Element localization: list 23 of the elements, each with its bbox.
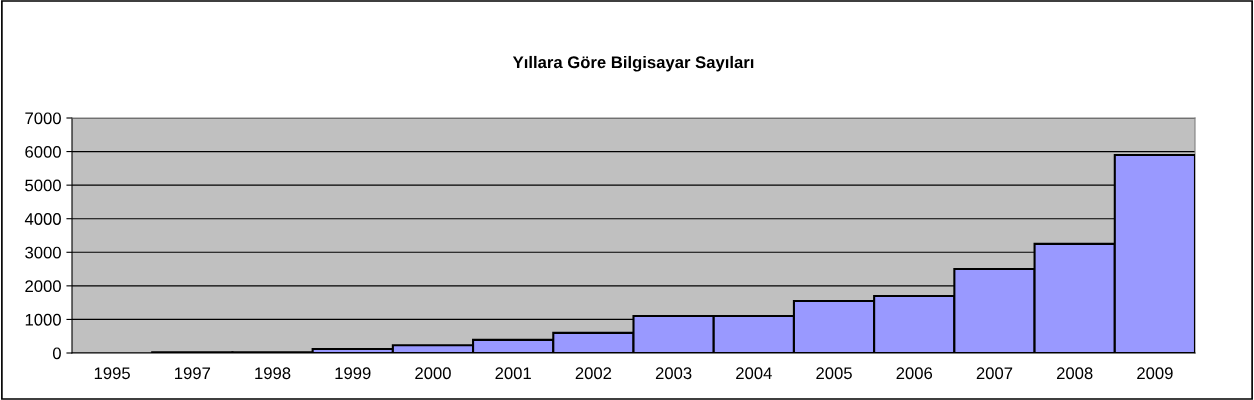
y-tick-label: 6000 <box>25 145 61 158</box>
x-tick-label: 2006 <box>896 367 933 380</box>
x-tick-label: 2001 <box>495 367 531 380</box>
x-tick-label: 1997 <box>175 367 211 380</box>
y-tick-label: 4000 <box>24 213 61 225</box>
x-tick-label: 2008 <box>1056 367 1093 380</box>
x-tick-label: 2003 <box>655 367 692 380</box>
x-tick-label: 2000 <box>415 367 451 380</box>
x-tick-label: 1995 <box>94 367 130 380</box>
chart-title: Yıllara Göre Bilgisayar Sayıları <box>512 55 754 72</box>
y-tick-label: 1000 <box>25 313 61 326</box>
y-tick-label: 0 <box>52 347 61 360</box>
y-tick-label: 3000 <box>25 246 61 259</box>
x-tick-label: 2004 <box>736 367 772 380</box>
y-tick-label: 7000 <box>25 112 61 125</box>
x-tick-label: 1998 <box>255 367 291 380</box>
y-tick-label: 5000 <box>25 179 61 192</box>
x-tick-label: 2007 <box>976 367 1013 380</box>
x-tick-label: 2002 <box>575 367 612 380</box>
x-tick-label: 2005 <box>816 367 852 380</box>
y-tick-label: 2000 <box>25 280 61 293</box>
x-tick-label: 1999 <box>335 367 371 380</box>
x-tick-label: 2009 <box>1137 367 1173 380</box>
